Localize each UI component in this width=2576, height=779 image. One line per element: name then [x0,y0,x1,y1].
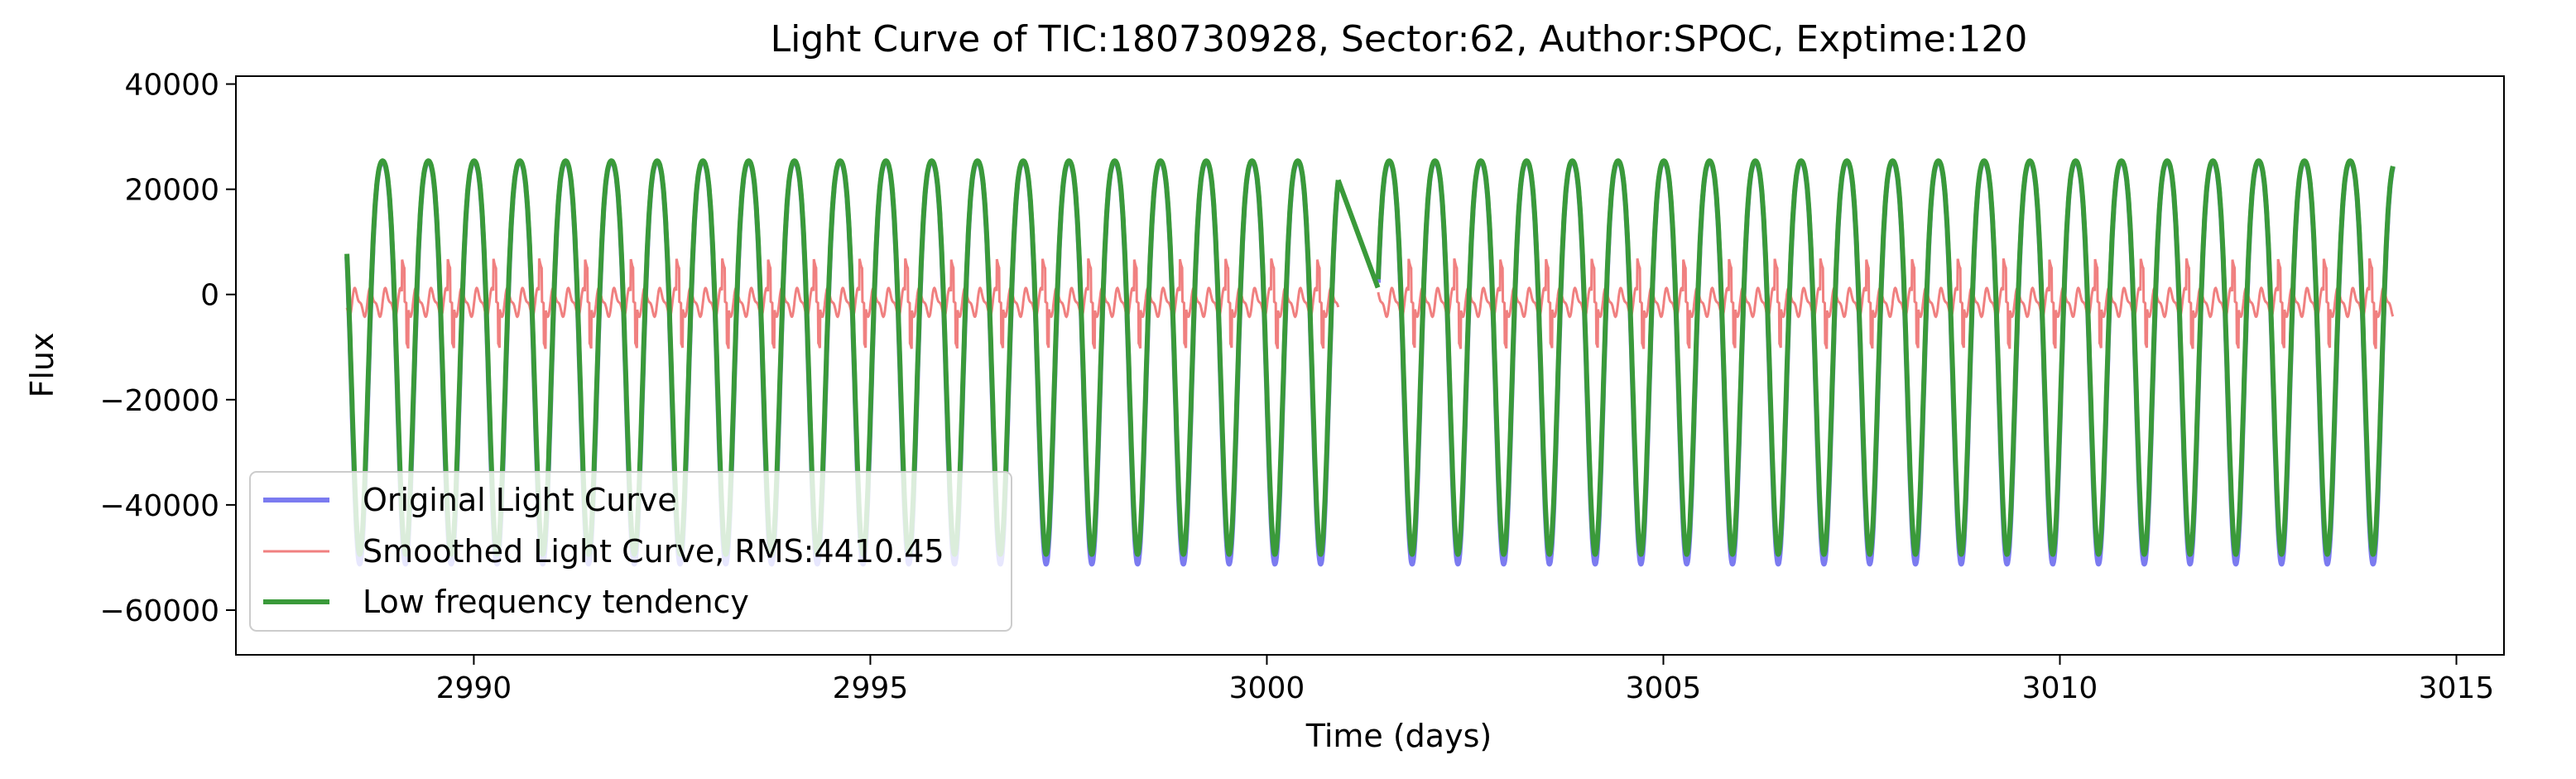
x-tick-label: 2990 [436,671,512,705]
legend-label-low-frequency: Low frequency tendency [363,584,749,620]
legend-box [249,471,1012,632]
series-layer [344,158,2396,567]
y-tick-label: 40000 [124,69,219,103]
y-axis: 40000 20000 0 −20000 −40000 −60000 [99,69,236,628]
y-tick-label: 0 [200,279,219,313]
x-tick-label: 3010 [2022,671,2098,705]
x-tick-label: 3015 [2419,671,2495,705]
x-tick-label: 3000 [1229,671,1305,705]
x-axis-label: Time (days) [1305,718,1492,754]
x-tick-label: 3005 [1626,671,1702,705]
plot-frame [235,75,2505,656]
chart-title: Light Curve of TIC:180730928, Sector:62,… [771,18,2028,60]
legend-label-smoothed: Smoothed Light Curve, RMS:4410.45 [363,533,944,570]
x-axis: 2990 2995 3000 3005 3010 3015 [436,655,2495,705]
y-tick-label: −60000 [99,594,219,628]
y-tick-label: 20000 [124,174,219,208]
legend-label-original: Original Light Curve [363,482,677,518]
y-axis-label: Flux [24,333,60,398]
legend: Original Light Curve Smoothed Light Curv… [249,471,1012,632]
y-tick-label: −40000 [99,489,219,523]
series-low-frequency-tendency [344,158,2396,557]
plot-area [344,158,2396,567]
x-tick-label: 2995 [833,671,909,705]
y-tick-label: −20000 [99,384,219,418]
